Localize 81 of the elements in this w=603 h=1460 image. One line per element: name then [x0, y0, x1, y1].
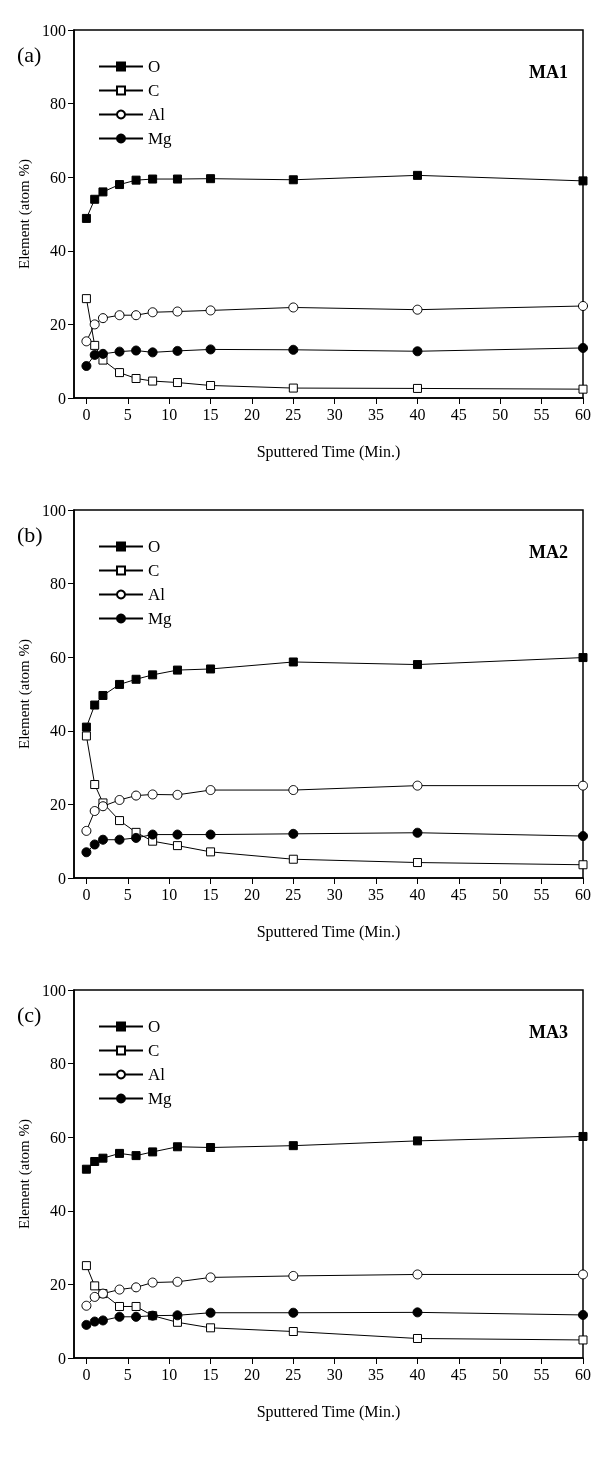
legend-label: O: [148, 57, 161, 76]
y-tick-label: 0: [58, 869, 66, 887]
y-tick-label: 40: [50, 1202, 66, 1220]
legend-label: Al: [148, 105, 166, 124]
y-tick-label: 20: [50, 795, 66, 813]
x-tick-label: 5: [123, 1365, 132, 1383]
x-tick-label: 50: [492, 885, 509, 903]
x-tick-label: 60: [575, 885, 591, 903]
x-tick-label: 60: [575, 405, 591, 423]
x-tick-label: 20: [243, 1365, 260, 1383]
y-tick-label: 0: [58, 1349, 66, 1367]
legend-label: Al: [148, 1065, 166, 1084]
x-axis-title: Sputtered Time (Min.): [256, 1402, 401, 1421]
x-tick-label: 35: [368, 885, 385, 903]
x-tick-label: 5: [123, 405, 132, 423]
legend-label: C: [148, 1041, 160, 1060]
x-tick-label: 0: [82, 405, 91, 423]
y-tick-label: 40: [50, 242, 66, 260]
x-tick-label: 40: [409, 1365, 426, 1383]
x-tick-label: 30: [326, 1365, 343, 1383]
x-tick-label: 0: [82, 885, 91, 903]
y-tick-label: 20: [50, 1275, 66, 1293]
x-tick-label: 40: [409, 405, 426, 423]
text: MA1: [529, 62, 569, 82]
legend-label: O: [148, 1017, 161, 1036]
y-tick-label: 80: [50, 1055, 66, 1073]
x-tick-label: 50: [492, 405, 509, 423]
x-tick-label: 30: [326, 405, 343, 423]
x-tick-label: 40: [409, 885, 426, 903]
x-tick-label: 25: [285, 405, 302, 423]
legend-label: Al: [148, 585, 166, 604]
y-tick-label: 60: [50, 648, 66, 666]
y-axis-title: Element (atom %): [15, 159, 33, 269]
x-tick-label: 10: [161, 885, 178, 903]
legend-label: Mg: [148, 609, 173, 628]
legend-label: C: [148, 81, 160, 100]
x-tick-label: 20: [243, 885, 260, 903]
x-axis-title: Sputtered Time (Min.): [256, 922, 401, 941]
y-tick-label: 80: [50, 575, 66, 593]
y-axis-title: Element (atom %): [15, 1119, 33, 1229]
legend-label: O: [148, 537, 161, 556]
x-tick-label: 5: [123, 885, 132, 903]
x-tick-label: 35: [368, 1365, 385, 1383]
x-tick-label: 50: [492, 1365, 509, 1383]
y-axis-title: Element (atom %): [15, 639, 33, 749]
x-tick-label: 45: [450, 885, 467, 903]
text: (a): [17, 41, 42, 67]
x-tick-label: 0: [82, 1365, 91, 1383]
text: (b): [17, 521, 43, 547]
x-tick-label: 25: [285, 1365, 302, 1383]
y-tick-label: 60: [50, 168, 66, 186]
y-tick-label: 0: [58, 389, 66, 407]
x-axis-title: Sputtered Time (Min.): [256, 442, 401, 461]
x-tick-label: 30: [326, 885, 343, 903]
x-tick-label: 10: [161, 405, 178, 423]
x-tick-label: 55: [533, 405, 550, 423]
y-tick-label: 100: [42, 21, 66, 39]
y-tick-label: 60: [50, 1128, 66, 1146]
text: MA3: [529, 1022, 569, 1042]
text: (c): [17, 1001, 42, 1027]
text: MA2: [529, 542, 569, 562]
x-tick-label: 55: [533, 1365, 550, 1383]
x-tick-label: 45: [450, 405, 467, 423]
y-tick-label: 100: [42, 501, 66, 519]
legend-label: Mg: [148, 129, 173, 148]
x-tick-label: 45: [450, 1365, 467, 1383]
x-tick-label: 10: [161, 1365, 178, 1383]
legend-label: Mg: [148, 1089, 173, 1108]
x-tick-label: 15: [202, 405, 219, 423]
x-tick-label: 55: [533, 885, 550, 903]
y-tick-label: 20: [50, 315, 66, 333]
y-tick-label: 80: [50, 95, 66, 113]
x-tick-label: 15: [202, 885, 219, 903]
x-tick-label: 15: [202, 1365, 219, 1383]
x-tick-label: 25: [285, 885, 302, 903]
y-tick-label: 100: [42, 981, 66, 999]
legend-label: C: [148, 561, 160, 580]
x-tick-label: 60: [575, 1365, 591, 1383]
x-tick-label: 20: [243, 405, 260, 423]
x-tick-label: 35: [368, 405, 385, 423]
y-tick-label: 40: [50, 722, 66, 740]
